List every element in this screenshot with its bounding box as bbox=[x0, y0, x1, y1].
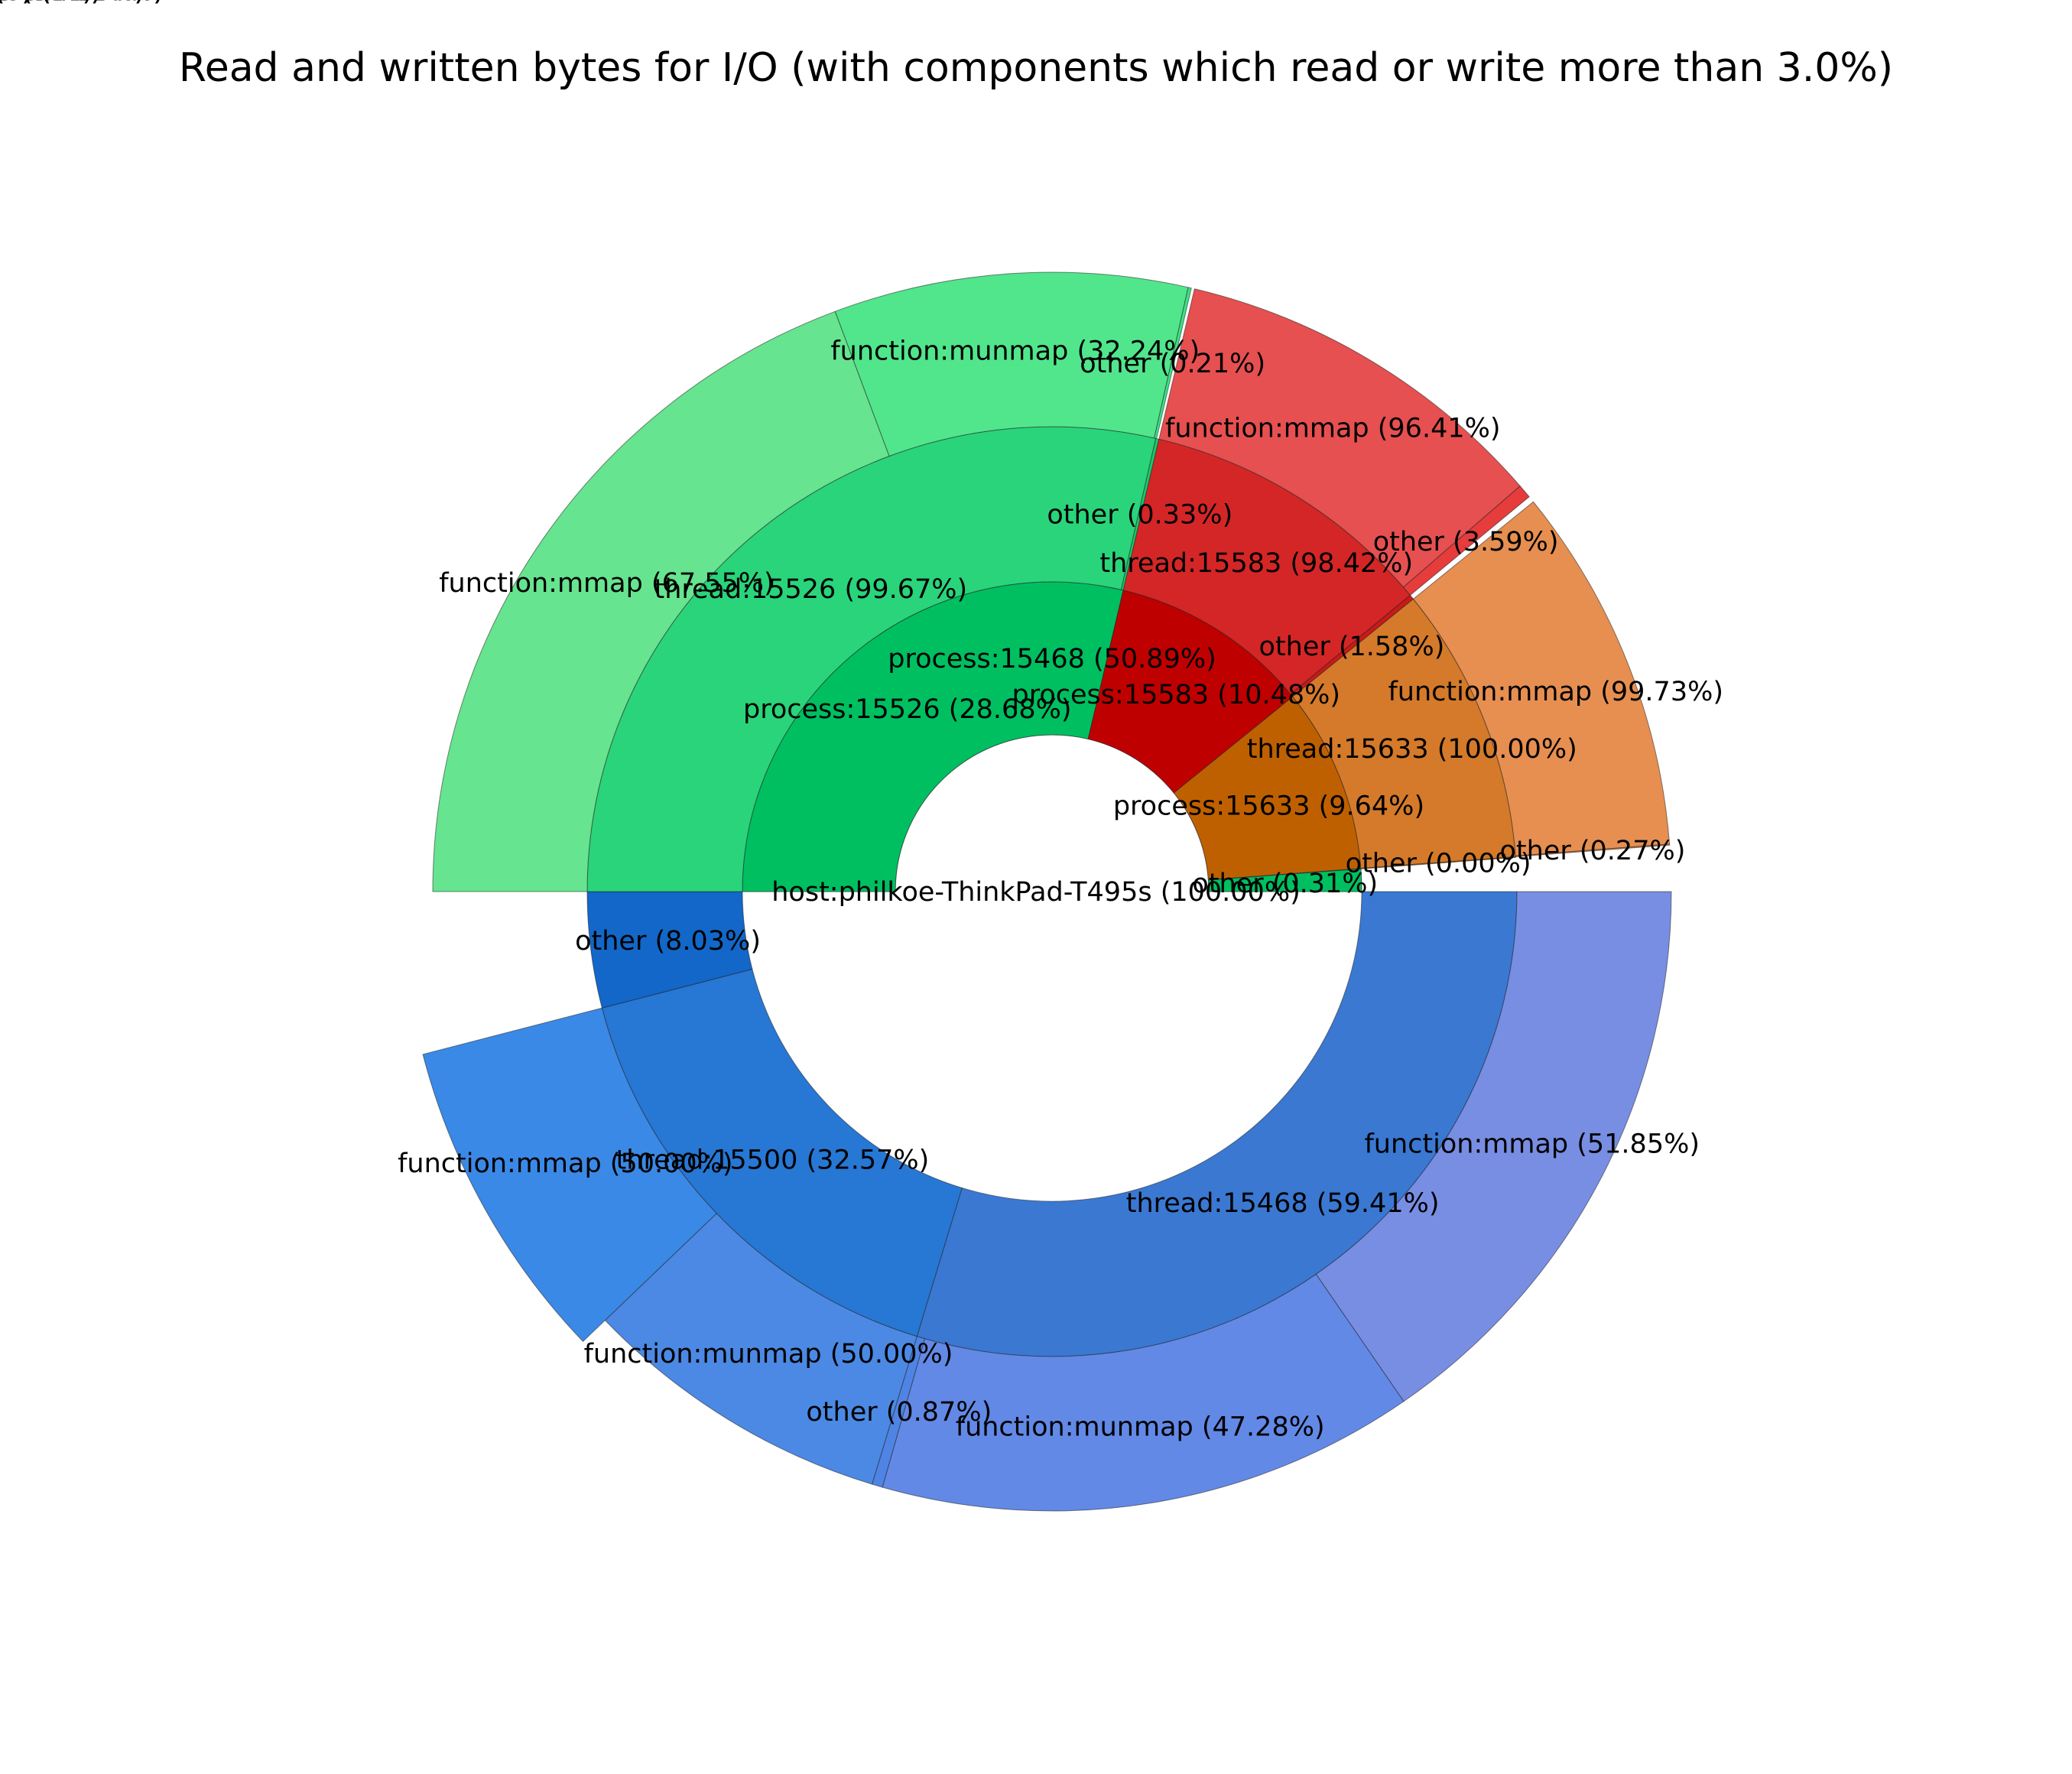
label-file-omni-ja-15-59: file:/omni.ja (15.59%) bbox=[0, 0, 145, 7]
label-file-omni-ja-2-40-82: file:/omni.ja(2) (40.82%) bbox=[0, 0, 164, 7]
center-label: host:philkoe-ThinkPad-T495s (100.00%) bbox=[771, 877, 1301, 908]
label-process-15468-50-89: process:15468 (50.89%) bbox=[888, 644, 1216, 674]
label-file-omni-ja-30-27: file:/omni.ja (30.27%) bbox=[0, 0, 145, 7]
label-function-munmap-50-00: function:munmap (50.00%) bbox=[584, 1339, 953, 1369]
label-file-omni-ja-2-64-34: file:/omni.ja(2) (64.34%) bbox=[0, 0, 164, 7]
label-other-1-58: other (1.58%) bbox=[1259, 632, 1445, 662]
label-other-0-00: other (0.00%) bbox=[1346, 848, 1531, 879]
label-function-munmap-47-28: function:munmap (47.28%) bbox=[956, 1412, 1325, 1443]
wedge-other-0-31[interactable] bbox=[1207, 868, 1362, 892]
label-file-omni-ja-19-20: file:/omni.ja (19.20%) bbox=[0, 0, 145, 7]
label-function-mmap-96-41: function:mmap (96.41%) bbox=[1165, 414, 1501, 444]
label-function-mmap-99-73: function:mmap (99.73%) bbox=[1388, 677, 1723, 707]
label-thread-15633-100-00: thread:15633 (100.00%) bbox=[1247, 734, 1577, 765]
label-file-omni-ja-2-33-14: file:/omni.ja(2) (33.14%) bbox=[0, 0, 164, 7]
label-other-34-18: other (34.18%) bbox=[0, 0, 102, 7]
sunburst-labels: process:15468 (50.89%) thread:15468 (59.4… bbox=[0, 0, 1723, 1443]
wedge-function-mmap-67-55[interactable] bbox=[432, 310, 890, 892]
label-thread-15500-32-57: thread:15500 (32.57%) bbox=[616, 1145, 930, 1176]
label-other-51-28: other (51.28%) bbox=[0, 0, 102, 7]
label-file-omni-ja-2-66-57: file:/omni.ja(2) (66.57%) bbox=[0, 0, 164, 7]
label-other-0-87: other (0.87%) bbox=[806, 1397, 992, 1428]
label-process-15633-9-64: process:15633 (9.64%) bbox=[1113, 791, 1424, 821]
label-other-3-59: other (3.59%) bbox=[1373, 527, 1559, 557]
label-thread-15583-98-42: thread:15583 (98.42%) bbox=[1099, 548, 1413, 579]
label-other-5-39: other (5.39%) bbox=[0, 0, 93, 7]
label-process-15526-28-68: process:15526 (28.68%) bbox=[743, 694, 1072, 725]
label-function-mmap-67-55: function:mmap (67.55%) bbox=[439, 568, 775, 599]
wedge-function-mmap-51-85[interactable] bbox=[1315, 891, 1672, 1402]
label-other-2-12: other (2.12%) bbox=[0, 0, 93, 7]
label-other-0-21: other (0.21%) bbox=[1080, 349, 1265, 379]
label-function-mmap-51-85: function:mmap (51.85%) bbox=[1364, 1129, 1700, 1160]
label-process-15583-10-48: process:15583 (10.48%) bbox=[1012, 680, 1341, 710]
label-other-39-97: other (39.97%) bbox=[0, 0, 102, 7]
label-function-mmap-50-00: function:mmap (50.00%) bbox=[398, 1149, 733, 1179]
label-other-8-03: other (8.03%) bbox=[575, 926, 761, 957]
label-file-omni-ja-31-32: file:/omni.ja (31.32%) bbox=[0, 0, 145, 7]
wedge-function-munmap-47-28[interactable] bbox=[882, 1273, 1405, 1512]
label-other-0-33: other (0.33%) bbox=[1047, 500, 1232, 531]
label-other-0-27: other (0.27%) bbox=[1500, 836, 1686, 866]
label-file-omni-ja-2-44-76: file:/omni.ja(2) (44.76%) bbox=[0, 0, 164, 7]
label-thread-15468-59-41: thread:15468 (59.41%) bbox=[1126, 1188, 1440, 1219]
label-thread-15526-99-67: thread:15526 (99.67%) bbox=[654, 574, 967, 605]
chart-title: Read and written bytes for I/O (with com… bbox=[179, 45, 1893, 91]
label-other-0-31: other (0.31%) bbox=[1192, 869, 1378, 899]
sunburst-wedges bbox=[422, 272, 1672, 1512]
wedge-function-mmap-50-00[interactable] bbox=[422, 1007, 717, 1343]
label-file-omni-ja-21-06: file:/omni.ja (21.06%) bbox=[0, 0, 145, 7]
label-function-munmap-32-24: function:munmap (32.24%) bbox=[830, 336, 1200, 367]
